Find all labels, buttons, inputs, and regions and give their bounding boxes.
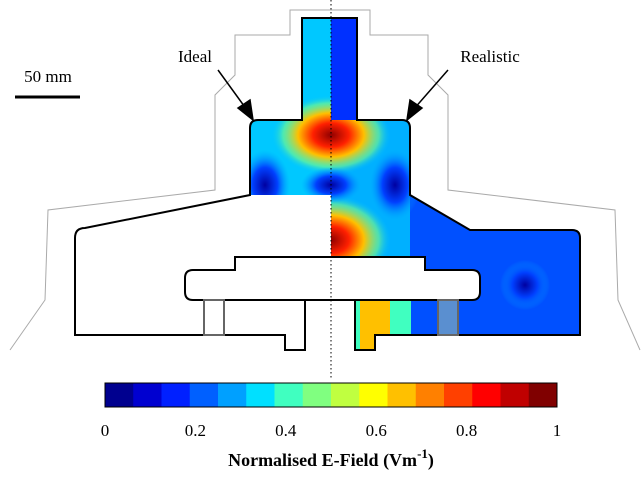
colorbar: 0 0.2 0.4 0.6 0.8 1 bbox=[101, 383, 562, 440]
colorbar-tick-label: 0 bbox=[101, 421, 110, 440]
ideal-arrow bbox=[218, 70, 253, 120]
colorbar-tick-label: 0.4 bbox=[275, 421, 297, 440]
figure: 50 mm Ideal Realistic 0 0.2 0.4 0.6 0.8 1 Nor… bbox=[0, 0, 644, 477]
scale-label: 50 mm bbox=[24, 67, 72, 86]
colorbar-cell bbox=[331, 383, 360, 407]
ideal-label: Ideal bbox=[178, 47, 212, 66]
colorbar-cell bbox=[218, 383, 247, 407]
realistic-arrow bbox=[407, 70, 448, 120]
label-superscript: -1 bbox=[417, 446, 428, 461]
colorbar-cell bbox=[162, 383, 191, 407]
colorbar-cell bbox=[246, 383, 275, 407]
colorbar-cell bbox=[303, 383, 332, 407]
realistic-label: Realistic bbox=[460, 47, 520, 66]
colorbar-tick-label: 0.2 bbox=[185, 421, 206, 440]
support-right bbox=[438, 300, 458, 335]
colorbar-tick-label: 1 bbox=[553, 421, 562, 440]
label-text: Normalised E-Field (Vm bbox=[228, 450, 417, 471]
colorbar-cell bbox=[529, 383, 558, 407]
colorbar-cell bbox=[133, 383, 162, 407]
colorbar-tick-label: 0.6 bbox=[366, 421, 387, 440]
colorbar-cell bbox=[275, 383, 304, 407]
colorbar-cell bbox=[472, 383, 501, 407]
colorbar-cell bbox=[190, 383, 219, 407]
colorbar-cell bbox=[416, 383, 445, 407]
label-text: ) bbox=[428, 450, 434, 471]
colorbar-tick-label: 0.8 bbox=[456, 421, 477, 440]
colorbar-cell bbox=[388, 383, 417, 407]
field-plot bbox=[75, 18, 590, 355]
colorbar-label: Normalised E-Field (Vm-1) bbox=[228, 446, 434, 471]
colorbar-cell bbox=[359, 383, 388, 407]
colorbar-cell bbox=[105, 383, 134, 407]
colorbar-cell bbox=[444, 383, 473, 407]
colorbar-cell bbox=[501, 383, 530, 407]
